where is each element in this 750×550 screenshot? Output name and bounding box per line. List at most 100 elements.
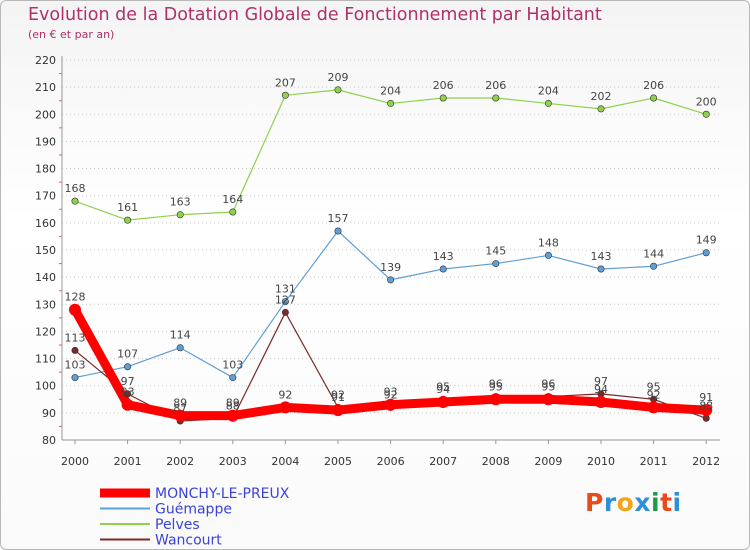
data-label: 95 — [436, 380, 450, 393]
data-label: 143 — [433, 250, 454, 263]
data-label: 95 — [647, 380, 661, 393]
data-point — [544, 99, 552, 107]
data-label: 143 — [591, 250, 612, 263]
data-label: 97 — [594, 375, 608, 388]
data-point — [124, 363, 132, 371]
data-label: 168 — [65, 182, 86, 195]
x-tick-label: 2002 — [166, 455, 194, 468]
logo-letter: i — [651, 488, 661, 517]
data-point — [387, 276, 395, 284]
data-label: 91 — [331, 391, 345, 404]
legend-label: Guémappe — [155, 502, 232, 518]
data-label: 206 — [485, 79, 506, 92]
data-label: 163 — [170, 196, 191, 209]
y-tick-label: 80 — [42, 434, 56, 447]
data-label: 97 — [121, 375, 135, 388]
proxiti-logo: Proxiti — [585, 488, 682, 517]
data-point — [595, 396, 607, 408]
data-label: 114 — [170, 329, 191, 342]
data-point — [174, 409, 187, 422]
y-tick-label: 140 — [35, 271, 56, 284]
data-label: 96 — [489, 378, 503, 391]
x-tick-label: 2005 — [324, 455, 352, 468]
data-point — [229, 208, 237, 216]
data-label: 127 — [275, 293, 296, 306]
y-tick-label: 210 — [35, 81, 56, 94]
data-point — [650, 94, 658, 102]
y-tick-label: 190 — [35, 135, 56, 148]
x-tick-label: 2008 — [482, 455, 510, 468]
data-point — [281, 298, 289, 306]
data-point — [281, 91, 289, 99]
data-label: 103 — [222, 359, 243, 372]
data-point — [492, 260, 500, 268]
x-tick-label: 2009 — [534, 455, 562, 468]
data-point — [544, 251, 552, 259]
data-label: 89 — [173, 397, 187, 410]
data-point — [439, 265, 447, 273]
x-tick-label: 2000 — [61, 455, 89, 468]
legend-label: MONCHY-LE-PREUX — [155, 486, 290, 502]
chart-title: Evolution de la Dotation Globale de Fonc… — [28, 5, 602, 25]
logo-letter: x — [634, 488, 651, 517]
data-point — [384, 398, 397, 411]
data-point — [437, 396, 450, 408]
data-point — [71, 374, 79, 382]
y-tick-label: 160 — [35, 217, 56, 230]
data-point — [542, 393, 555, 406]
data-label: 88 — [699, 399, 713, 412]
data-point — [647, 401, 660, 414]
y-tick-label: 150 — [35, 244, 56, 257]
logo-letter: t — [660, 488, 673, 517]
data-point — [492, 94, 500, 102]
data-label: 113 — [65, 331, 86, 344]
x-tick-label: 2001 — [114, 455, 142, 468]
data-label: 207 — [275, 76, 296, 89]
data-label: 88 — [226, 399, 240, 412]
x-tick-label: 2012 — [692, 455, 720, 468]
data-label: 103 — [65, 359, 86, 372]
data-point — [439, 94, 447, 102]
data-point — [281, 308, 289, 316]
data-point — [334, 227, 342, 235]
data-label: 94 — [436, 383, 450, 396]
data-point — [71, 346, 79, 354]
data-point — [597, 105, 605, 113]
data-point — [700, 404, 713, 417]
data-point — [279, 401, 292, 414]
data-label: 200 — [696, 95, 717, 108]
legend-label: Wancourt — [155, 533, 222, 549]
data-point — [650, 262, 658, 270]
data-point — [229, 374, 237, 382]
data-point — [124, 390, 132, 398]
data-label: 107 — [117, 348, 138, 361]
data-label: 164 — [222, 193, 243, 206]
data-label: 128 — [65, 291, 86, 304]
data-label: 202 — [591, 90, 612, 103]
data-label: 94 — [594, 383, 608, 396]
data-label: 87 — [173, 402, 187, 415]
data-point — [597, 265, 605, 273]
data-point — [121, 398, 134, 411]
data-point — [69, 303, 81, 316]
data-point — [387, 99, 395, 107]
y-tick-label: 110 — [35, 353, 56, 366]
legend-label: Pelves — [155, 517, 200, 533]
logo-letter: o — [616, 488, 635, 517]
chart-subtitle: (en € et par an) — [28, 28, 115, 41]
data-label: 89 — [226, 397, 240, 410]
x-tick-label: 2006 — [377, 455, 405, 468]
data-label: 95 — [489, 380, 503, 393]
data-label: 96 — [541, 378, 555, 391]
data-label: 131 — [275, 283, 296, 296]
y-tick-label: 100 — [35, 380, 56, 393]
data-point — [489, 393, 502, 406]
data-point — [124, 216, 132, 224]
data-label: 157 — [328, 212, 349, 225]
y-tick-label: 220 — [35, 54, 56, 67]
y-tick-label: 170 — [35, 190, 56, 203]
y-tick-label: 130 — [35, 298, 56, 311]
data-label: 92 — [331, 388, 345, 401]
logo-letter: r — [603, 488, 617, 517]
